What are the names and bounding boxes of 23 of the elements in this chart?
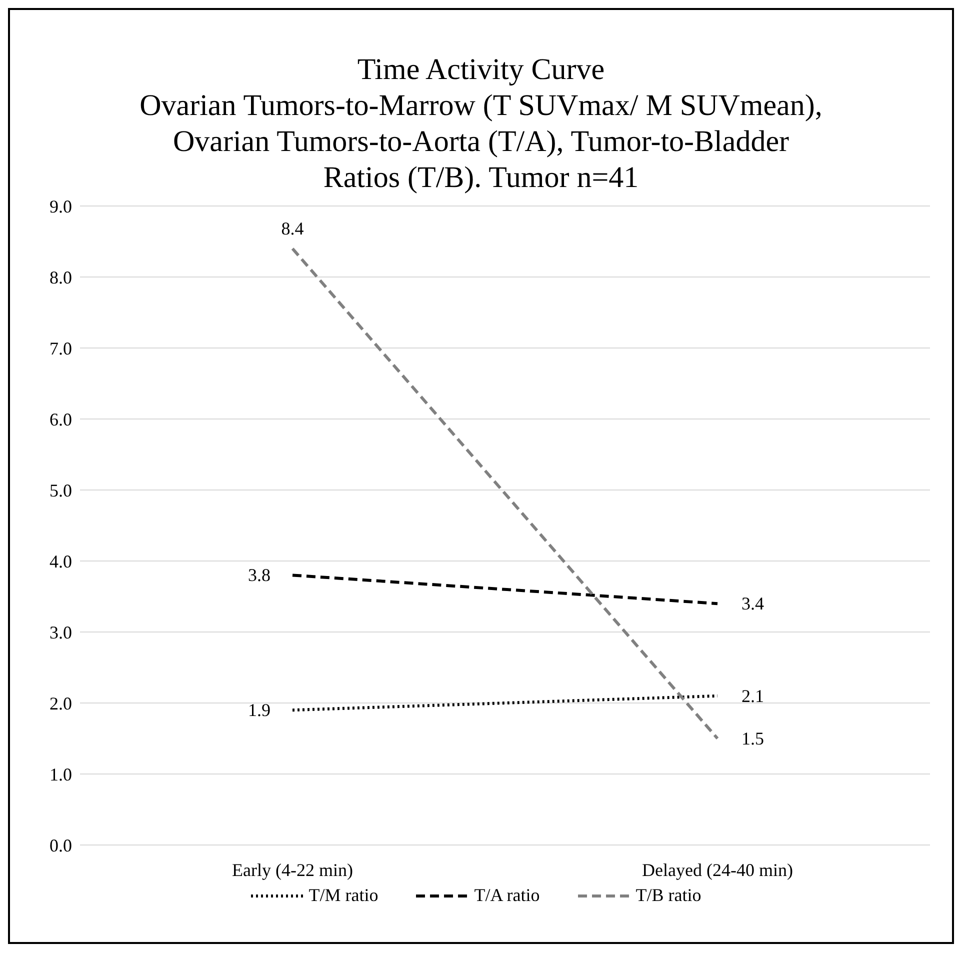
x-tick-label: Early (4-22 min) [232,860,353,880]
data-label: 1.9 [248,700,270,720]
y-tick-label: 3.0 [50,622,72,642]
y-tick-label: 0.0 [50,835,72,856]
y-tick-label: 7.0 [50,338,72,358]
data-label: 3.8 [248,565,270,586]
legend-label: T/B ratio [634,885,702,906]
y-tick-label: 6.0 [50,409,72,430]
y-tick-label: 5.0 [50,480,72,500]
chart-title: Time Activity Curve [356,52,606,88]
y-tick-label: 2.0 [50,693,72,714]
chart-subtitle: Ovarian Tumors-to-Marrow (T SUVmax/ M SUVmean), Ovarian Tumors-to-Aorta (T/A), Tumor-to-Bladder Ratios (T/B). Tumor n=41 [138,88,824,196]
y-tick-label: 1.0 [50,764,72,784]
x-tick-label: Delayed (24-40 min) [642,860,793,880]
y-tick-label: 9.0 [50,196,72,216]
data-label: 8.4 [281,218,304,239]
data-label: 1.5 [742,728,764,748]
y-tick-label: 4.0 [50,551,72,572]
y-tick-label: 8.0 [50,267,72,288]
data-label: 3.4 [742,594,764,614]
data-label: 2.1 [742,686,764,706]
legend-label: T/M ratio [308,885,378,906]
legend-label: T/A ratio [473,885,540,906]
